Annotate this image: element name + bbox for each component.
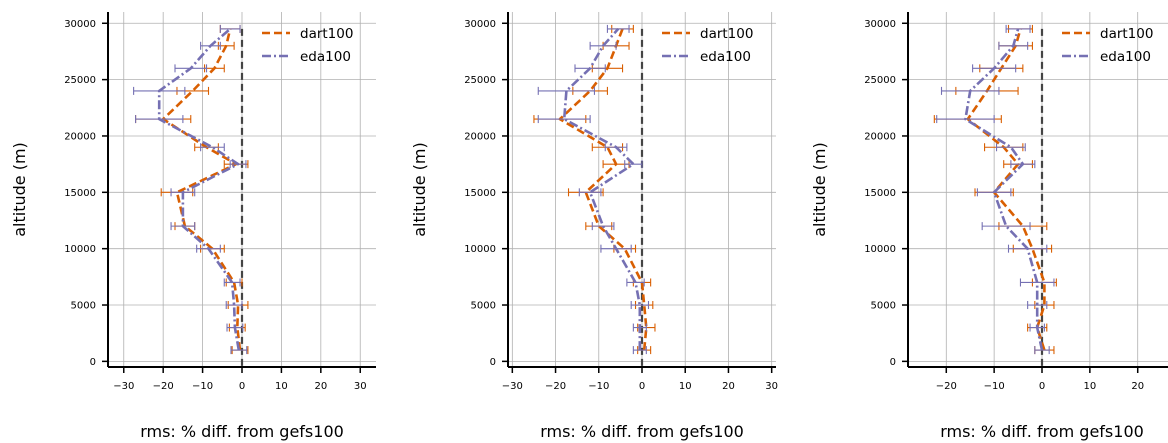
x-tick-label: 0 — [1039, 381, 1045, 392]
eda100-line — [562, 28, 642, 351]
x-tick-label: 10 — [1083, 381, 1096, 392]
eda100-line — [157, 27, 241, 351]
x-tick-label: −20 — [936, 381, 957, 392]
y-tick-label: 10000 — [864, 244, 896, 255]
y-axis-label: altitude (m) — [810, 142, 829, 237]
x-axis-label: rms: % diff. from gefs100 — [140, 422, 344, 441]
y-tick-label: 20000 — [464, 131, 496, 142]
x-tick-label: 20 — [722, 381, 735, 392]
y-tick-label: 20000 — [864, 131, 896, 142]
x-tick-label: 10 — [275, 381, 288, 392]
x-tick-label: 10 — [679, 381, 692, 392]
legend-label-eda100: eda100 — [1100, 49, 1151, 65]
y-tick-label: 30000 — [864, 19, 896, 30]
y-tick-label: 25000 — [464, 75, 496, 86]
x-tick-label: 30 — [354, 381, 367, 392]
legend-label-dart100: dart100 — [1100, 26, 1153, 42]
y-axis-label: altitude (m) — [410, 142, 429, 237]
legend-label-eda100: eda100 — [300, 49, 351, 65]
y-axis-label: altitude (m) — [10, 142, 29, 237]
y-tick-label: 5000 — [471, 301, 496, 312]
y-tick-label: 15000 — [464, 188, 496, 199]
x-tick-label: 20 — [314, 381, 327, 392]
x-tick-label: −30 — [502, 381, 523, 392]
y-tick-label: 0 — [490, 357, 496, 368]
x-tick-label: −30 — [113, 381, 134, 392]
x-axis-label: rms: % diff. from gefs100 — [540, 422, 744, 441]
x-tick-label: 30 — [765, 381, 778, 392]
y-tick-label: 10000 — [464, 244, 496, 255]
y-tick-label: 30000 — [464, 19, 496, 30]
y-tick-label: 0 — [890, 357, 896, 368]
plot-area — [133, 24, 249, 355]
y-tick-label: 15000 — [864, 188, 896, 199]
y-tick-label: 15000 — [64, 188, 96, 199]
eda100-line — [964, 28, 1044, 351]
x-tick-label: −10 — [984, 381, 1005, 392]
x-tick-label: 20 — [1131, 381, 1144, 392]
x-axis-label: rms: % diff. from gefs100 — [940, 422, 1144, 441]
y-tick-label: 10000 — [64, 244, 96, 255]
panel-1: −30 −20 −10 0 10 20 30 0 5000 10000 15000 20000 2500… — [10, 12, 376, 441]
dart100-line — [161, 28, 242, 351]
y-tick-label: 0 — [90, 357, 96, 368]
dart100-line — [966, 28, 1046, 351]
plot-area — [933, 24, 1057, 355]
x-tick-label: −20 — [153, 381, 174, 392]
x-tick-label: 0 — [239, 381, 245, 392]
y-tick-label: 30000 — [64, 19, 96, 30]
legend-label-dart100: dart100 — [300, 26, 353, 42]
dart100-line — [558, 28, 648, 351]
x-tick-label: −10 — [588, 381, 609, 392]
y-tick-label: 5000 — [871, 301, 896, 312]
x-tick-label: −10 — [192, 381, 213, 392]
x-tick-label: −20 — [545, 381, 566, 392]
y-tick-label: 5000 — [71, 301, 96, 312]
legend-label-eda100: eda100 — [700, 49, 751, 65]
panel-2: −30 −20 −10 0 10 20 30 0 5000 10000 15000 20000 2500… — [410, 12, 778, 441]
y-tick-label: 20000 — [64, 131, 96, 142]
legend-label-dart100: dart100 — [700, 26, 753, 42]
y-tick-label: 25000 — [864, 75, 896, 86]
panel-3: −20 −10 0 10 20 0 5000 10000 15000 20000 25000 3000… — [810, 12, 1168, 441]
plot-area — [533, 24, 656, 355]
y-tick-label: 25000 — [64, 75, 96, 86]
x-tick-label: 0 — [639, 381, 645, 392]
